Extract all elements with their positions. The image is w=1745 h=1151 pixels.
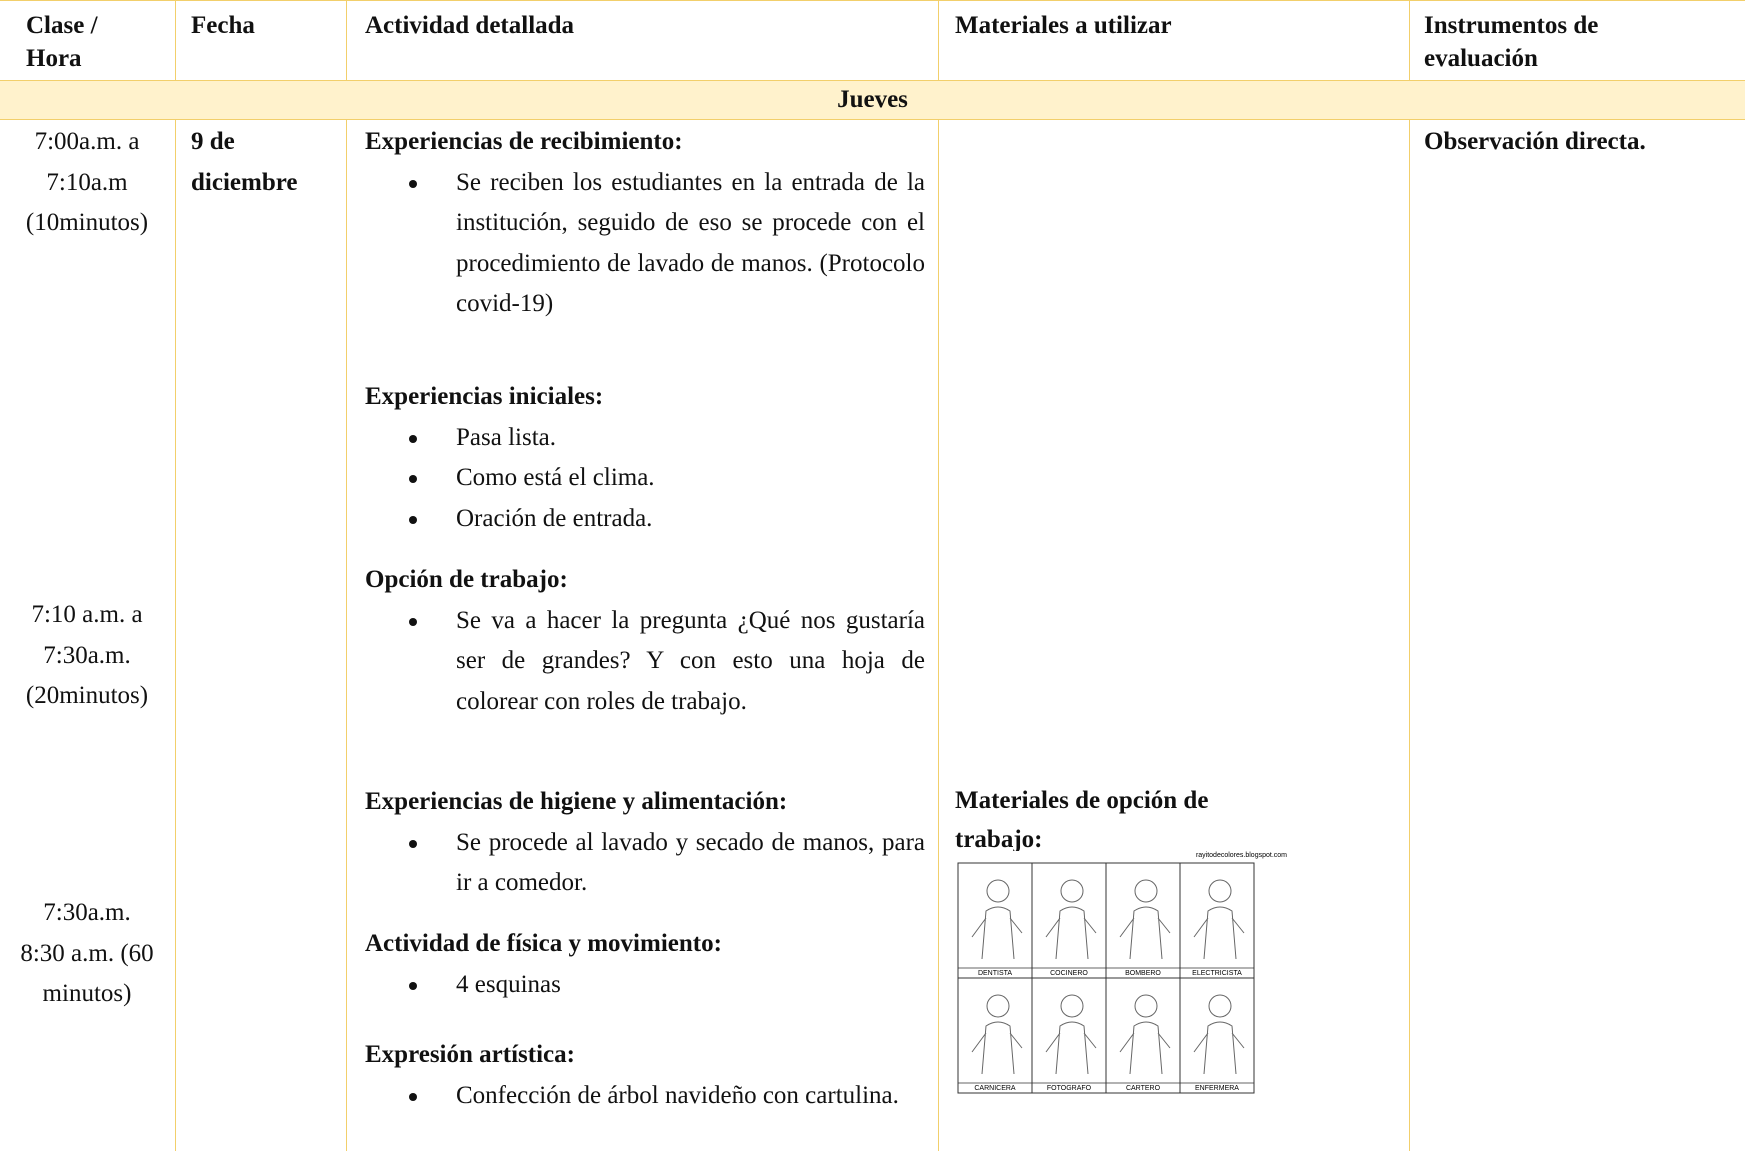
border	[1409, 0, 1410, 80]
border	[938, 119, 939, 1151]
activity-section: Experiencias de recibimiento: Se reciben …	[365, 122, 925, 325]
image-frame	[955, 851, 1289, 1108]
figure-body	[1045, 906, 1097, 960]
figure-body	[1045, 1021, 1097, 1075]
activity-list: Se procede al lavado y secado de manos, …	[365, 823, 925, 904]
activity-item: Como está el clima.	[409, 458, 925, 499]
materials-image: rayitodecolores.blogspot.com DENTISTA COCI…	[955, 851, 1289, 1108]
time-slot: 7:10 a.m. a 7:30a.m. (20minutos)	[25, 601, 149, 710]
activity-item: Se reciben los estudiantes en la entrada…	[409, 163, 925, 325]
image-cell	[1179, 977, 1255, 1094]
activity-section: Experiencias iniciales: Pasa lista. Como e…	[365, 377, 925, 539]
image-source: rayitodecolores.blogspot.com	[1196, 852, 1287, 859]
figure-head	[1134, 994, 1158, 1018]
instruments: Observación directa.	[1424, 128, 1646, 155]
activity-item: Pasa lista.	[409, 418, 925, 459]
activity-heading: Experiencias de recibimiento:	[365, 128, 683, 155]
image-caption: CARNICERA	[974, 1085, 1016, 1092]
image-caption: DENTISTA	[978, 970, 1012, 977]
column-header: Instrumentos de evaluación	[1424, 12, 1599, 72]
figure-head	[1060, 994, 1084, 1018]
image-caption: CARTERO	[1126, 1085, 1161, 1092]
activity-list: Se va a hacer la pregunta ¿Qué nos gusta…	[365, 601, 925, 723]
image-caption: COCINERO	[1050, 970, 1088, 977]
image-caption: BOMBERO	[1125, 970, 1161, 977]
image-caption: FOTOGRAFO	[1047, 1085, 1092, 1092]
activity-heading: Experiencias iniciales:	[365, 383, 604, 410]
activity-item: Oración de entrada.	[409, 499, 925, 540]
border	[0, 80, 1745, 81]
figure-body	[1119, 1021, 1171, 1075]
activity-heading: Actividad de física y movimiento:	[365, 930, 722, 957]
activity-heading: Experiencias de higiene y alimentación:	[365, 788, 788, 815]
activity-item: Confección de árbol navideño con cartuli…	[409, 1076, 925, 1117]
figure-head	[1208, 879, 1232, 903]
date: 9 de diciembre	[191, 128, 298, 196]
activity-section: Actividad de física y movimiento: 4 esqui…	[365, 924, 925, 1005]
activity-section: Experiencias de higiene y alimentación: S…	[365, 782, 925, 904]
activity-item: Se procede al lavado y secado de manos, …	[409, 823, 925, 904]
figure-head	[1134, 879, 1158, 903]
border	[175, 119, 176, 1151]
activity-list: Pasa lista. Como está el clima. Oración de…	[365, 418, 925, 540]
border	[938, 0, 939, 80]
figure-body	[1119, 906, 1171, 960]
time-slot: 7:00a.m. a 7:10a.m (10minutos)	[25, 128, 149, 237]
activity-section: Opción de trabajo: Se va a hacer la pregu…	[365, 560, 925, 722]
figure-body	[1193, 906, 1245, 960]
figure-body	[971, 906, 1023, 960]
activity-item: 4 esquinas	[409, 965, 925, 1006]
figure-body	[971, 1021, 1023, 1075]
activity-item: Se va a hacer la pregunta ¿Qué nos gusta…	[409, 601, 925, 723]
activity-heading: Expresión artística:	[365, 1041, 575, 1068]
border	[1409, 119, 1410, 1151]
figure-head	[1060, 879, 1084, 903]
column-header: Clase / Hora	[26, 12, 98, 72]
border	[346, 119, 347, 1151]
figure-head	[1208, 994, 1232, 1018]
figure-head	[986, 994, 1010, 1018]
border	[0, 119, 1745, 120]
column-header: Actividad detallada	[365, 12, 575, 39]
column-header: Fecha	[191, 12, 255, 39]
figure-body	[1193, 1021, 1245, 1075]
border	[175, 0, 176, 80]
image-caption: ELECTRICISTA	[1192, 970, 1242, 977]
column-header: Materiales a utilizar	[955, 12, 1172, 39]
materials-heading: Materiales de opción de trabajo:	[955, 787, 1209, 853]
activity-list: Se reciben los estudiantes en la entrada…	[365, 163, 925, 325]
border	[0, 0, 1745, 1]
day-row: Jueves	[0, 80, 1745, 119]
activity-section: Expresión artística: Confección de árbol …	[365, 1035, 925, 1116]
image-caption: ENFERMERA	[1195, 1085, 1239, 1092]
activity-list: 4 esquinas	[365, 965, 925, 1006]
activity-list: Confección de árbol navideño con cartuli…	[365, 1076, 925, 1117]
border	[346, 0, 347, 80]
activity-heading: Opción de trabajo:	[365, 566, 568, 593]
figure-head	[986, 879, 1010, 903]
time-slot: 7:30a.m. 8:30 a.m. (60 minutos)	[20, 899, 154, 1008]
